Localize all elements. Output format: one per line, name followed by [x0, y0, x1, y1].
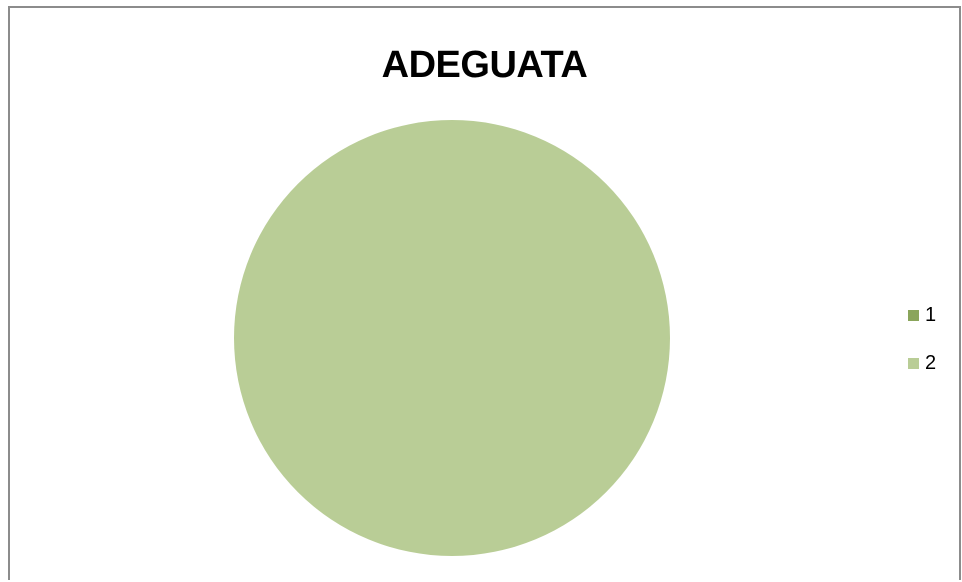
- legend-item-1: 1: [908, 304, 936, 326]
- legend-swatch-2: [908, 357, 919, 369]
- legend-label-2: 2: [925, 352, 937, 374]
- pie-slice-2: [234, 120, 670, 556]
- legend-item-2: 2: [908, 352, 936, 374]
- legend-label-1: 1: [925, 304, 937, 326]
- legend-swatch-1: [908, 309, 919, 321]
- pie-plot: [234, 120, 670, 556]
- chart-title: ADEGUATA: [381, 44, 588, 86]
